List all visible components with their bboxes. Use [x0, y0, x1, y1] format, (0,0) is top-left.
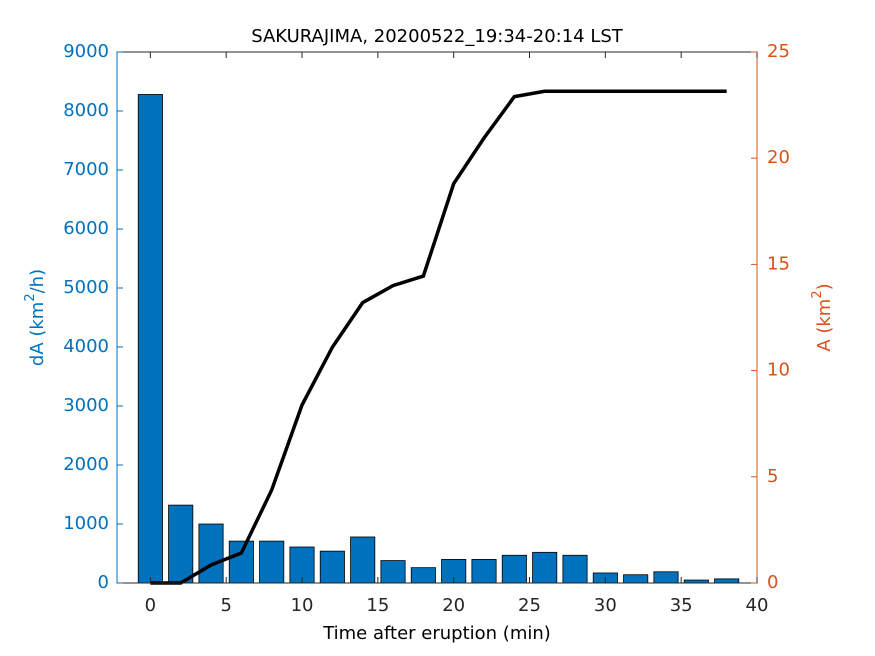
bar — [471, 559, 497, 584]
bar — [350, 536, 376, 584]
bar — [410, 567, 436, 584]
bar — [532, 551, 558, 584]
x-tick-label: 15 — [366, 595, 389, 616]
y-tick-label: 3000 — [63, 395, 109, 416]
y2-axis-label-part: ) — [814, 283, 835, 290]
bar — [259, 540, 285, 584]
bar — [501, 554, 527, 584]
bar — [714, 578, 740, 584]
y-tick-label: 4000 — [63, 336, 109, 357]
y-tick-label: 8000 — [63, 100, 109, 121]
y2-tick-label: 20 — [767, 147, 790, 168]
bar — [168, 504, 194, 584]
x-tick-label: 30 — [594, 595, 617, 616]
x-axis-label: Time after eruption (min) — [322, 623, 551, 644]
line — [150, 89, 727, 585]
y-axis-label-part: dA (km — [27, 302, 48, 366]
y2-tick-label: 25 — [767, 41, 790, 62]
bar — [562, 554, 588, 584]
y-tick-label: 2000 — [63, 454, 109, 475]
bar — [380, 560, 406, 584]
bar — [319, 550, 345, 584]
bar — [653, 571, 679, 584]
y2-axis-label-part: 2 — [810, 290, 825, 298]
y-axis-label-part: 2 — [23, 293, 38, 301]
y-axis-label-part: /h) — [27, 269, 48, 294]
y-tick-label: 6000 — [63, 218, 109, 239]
bar — [137, 94, 163, 584]
x-tick-label: 20 — [442, 595, 465, 616]
y-axis-label: dA (km2/h) — [23, 269, 48, 366]
y-tick-label: 0 — [98, 572, 109, 593]
x-tick-label: 0 — [145, 595, 156, 616]
y-tick-label: 7000 — [63, 159, 109, 180]
bar — [198, 523, 224, 584]
y2-tick-label: 15 — [767, 253, 790, 274]
bar — [228, 540, 254, 584]
x-tick-label: 25 — [518, 595, 541, 616]
y-tick-label: 1000 — [63, 513, 109, 534]
x-tick-label: 40 — [746, 595, 769, 616]
bar — [623, 574, 649, 584]
y2-tick-label: 0 — [767, 572, 778, 593]
x-tick-label: 35 — [670, 595, 693, 616]
y2-tick-label: 5 — [767, 466, 778, 487]
y2-axis-label: A (km2) — [810, 283, 835, 351]
y2-axis-label-part: A (km — [814, 299, 835, 352]
x-tick-label: 5 — [220, 595, 231, 616]
x-tick-label: 10 — [291, 595, 314, 616]
y-tick-label: 9000 — [63, 41, 109, 62]
y-tick-label: 5000 — [63, 277, 109, 298]
y2-tick-label: 10 — [767, 360, 790, 381]
chart-title: SAKURAJIMA, 20200522_19:34-20:14 LST — [251, 26, 624, 47]
